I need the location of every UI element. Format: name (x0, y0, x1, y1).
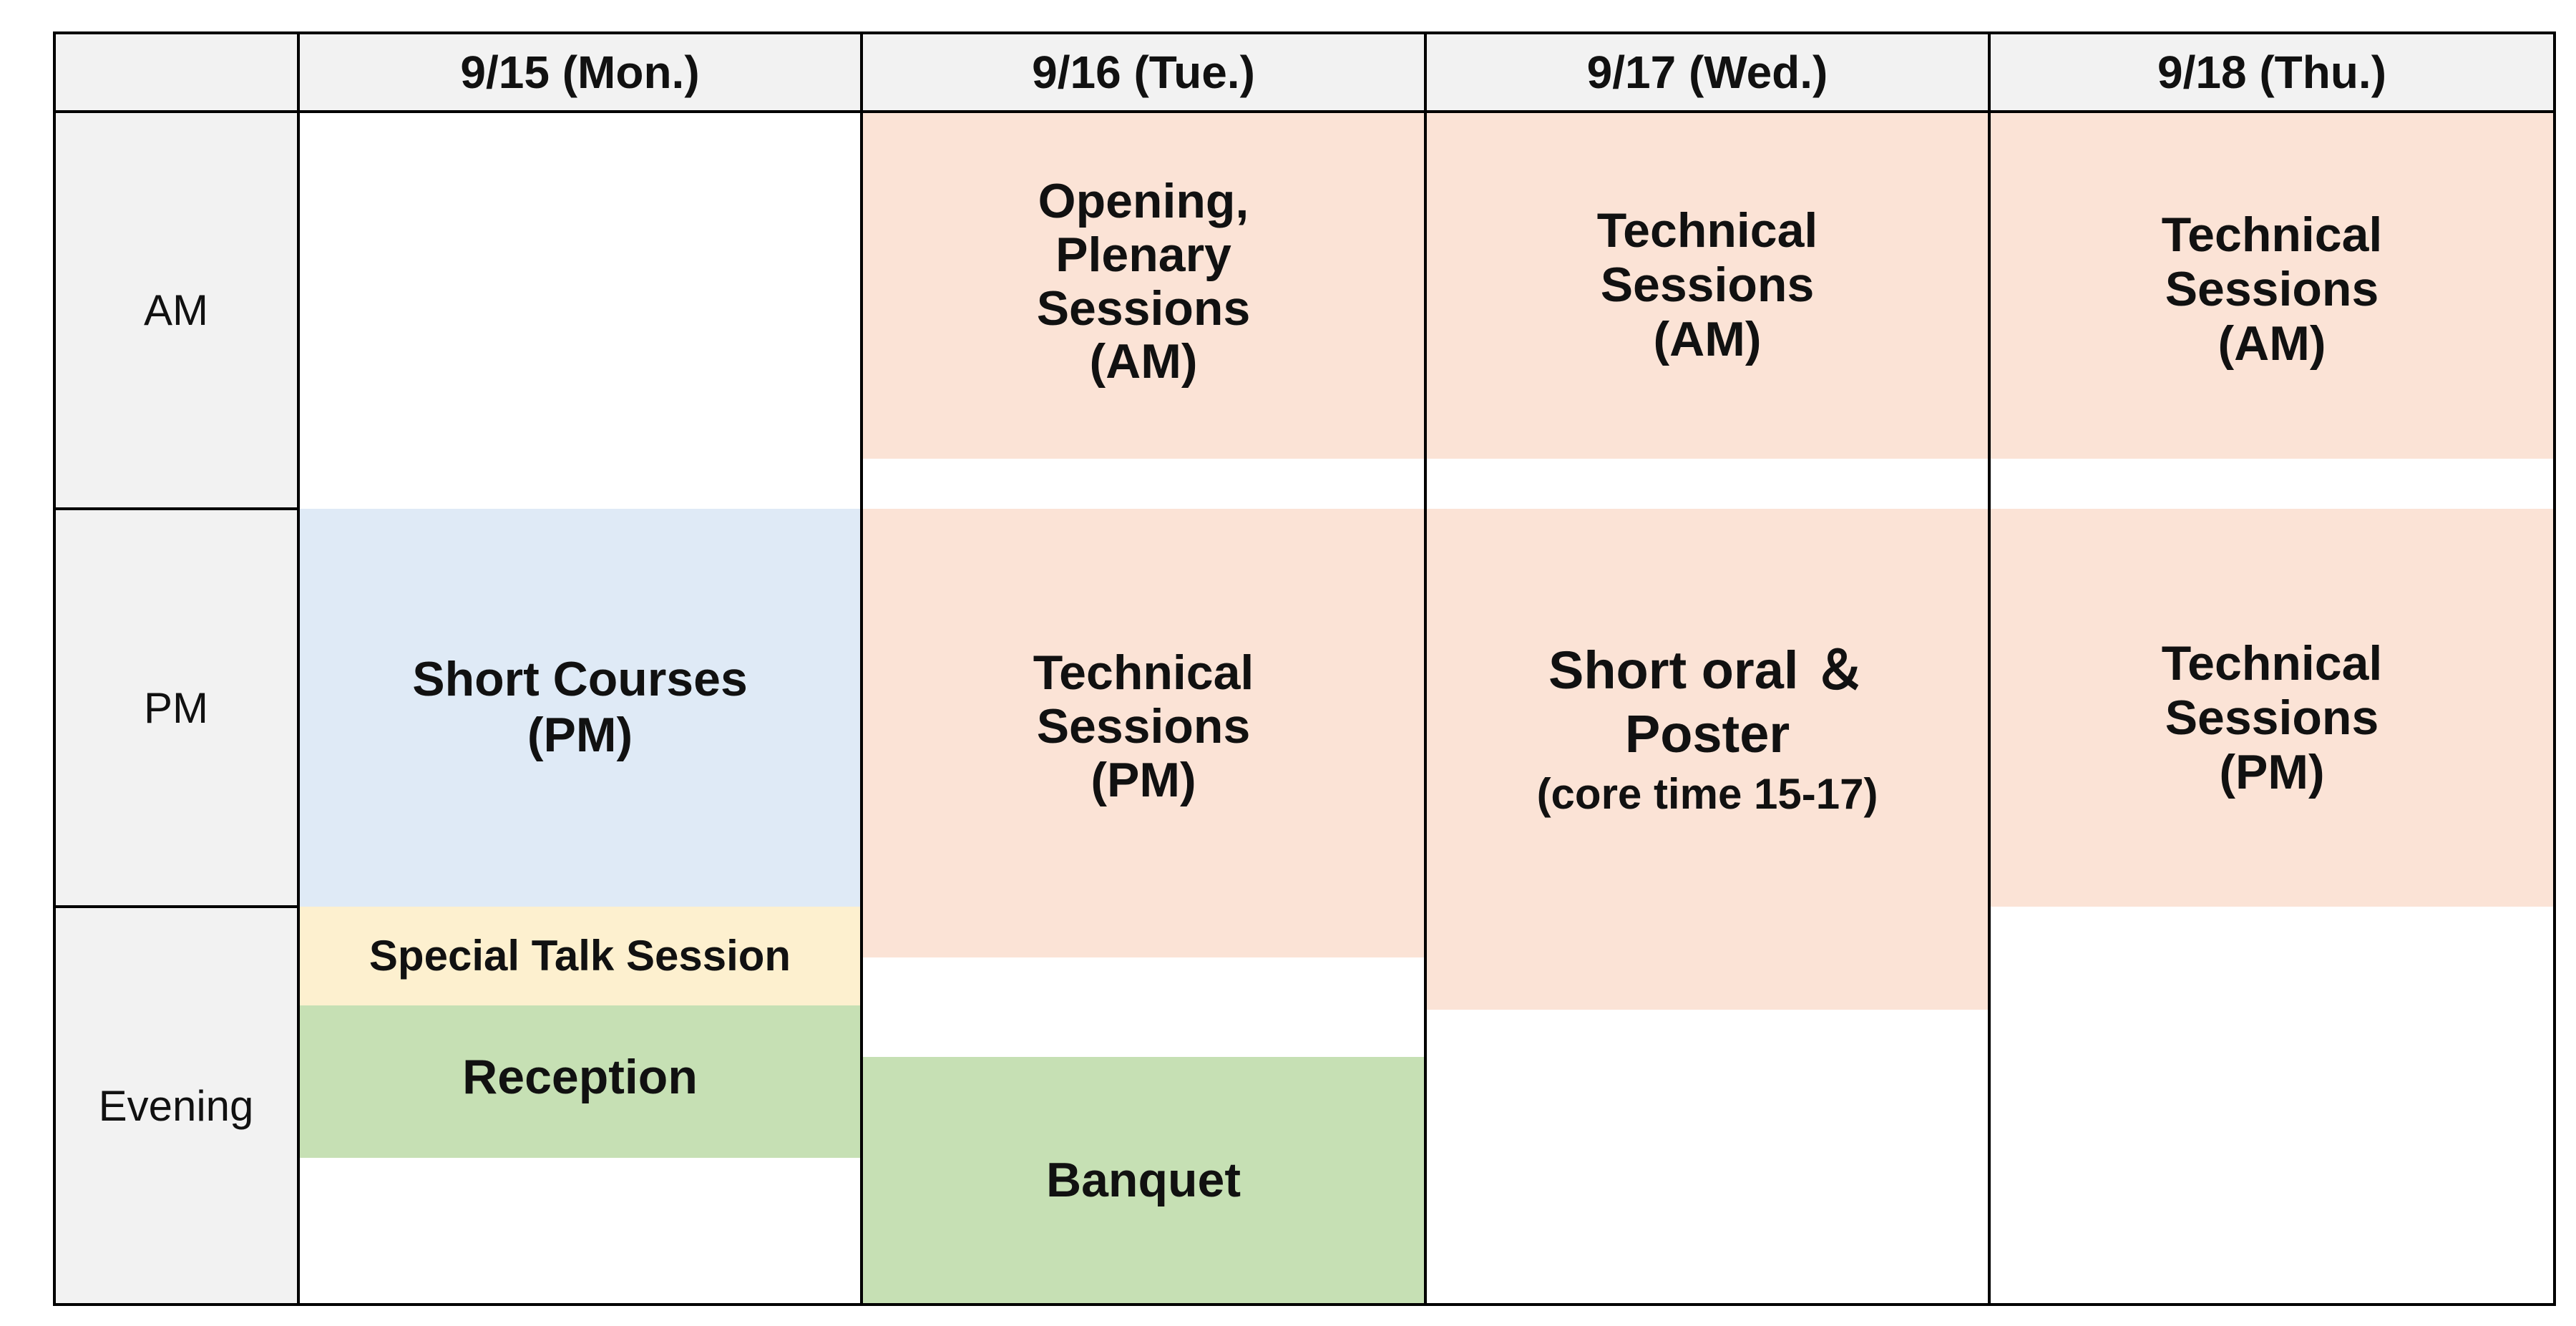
header-mon: 9/15 (Mon.) (298, 33, 862, 112)
event-tue-technical-line2: Sessions (1036, 698, 1251, 754)
event-short-courses-line1: Short Courses (412, 652, 748, 707)
event-tue-technical-line3: (PM) (1091, 752, 1196, 807)
border-rowlabel-am (53, 507, 299, 510)
corner-cell (54, 33, 298, 112)
event-thu-technical-pm-line1: Technical (2161, 636, 2383, 691)
event-thu-technical-am-line2: Sessions (2165, 262, 2379, 317)
row-label-am: AM (54, 112, 298, 509)
event-banquet: Banquet (862, 1057, 1425, 1305)
event-tue-technical-pm: Technical Sessions (PM) (862, 509, 1425, 957)
event-opening-line1: Opening, (1038, 174, 1249, 228)
event-short-courses-line2: (PM) (527, 708, 633, 762)
row-label-evening: Evening (54, 907, 298, 1305)
event-opening-plenary: Opening, Plenary Sessions (AM) (862, 112, 1425, 459)
event-reception: Reception (298, 1005, 862, 1158)
border-right (2553, 31, 2556, 1306)
divider-label (297, 31, 300, 1306)
event-thu-technical-am-line1: Technical (2161, 208, 2383, 262)
divider-tue-wed (1424, 31, 1427, 1306)
event-opening-line4: (AM) (1089, 334, 1198, 389)
event-opening-line3: Sessions (1036, 281, 1251, 336)
border-top (53, 31, 2556, 34)
event-thu-technical-am: Technical Sessions (AM) (1989, 112, 2555, 459)
event-short-oral-line1: Short oral ＆ (1548, 640, 1867, 700)
event-wed-technical-am: Technical Sessions (AM) (1425, 112, 1989, 459)
event-short-courses: Short Courses (PM) (298, 509, 862, 907)
divider-mon-tue (860, 31, 863, 1306)
event-short-oral-line2: Poster (1624, 703, 1790, 764)
border-header-bottom (53, 110, 2556, 113)
event-special-talk-label: Special Talk Session (369, 931, 791, 980)
event-special-talk: Special Talk Session (298, 907, 862, 1005)
event-thu-technical-pm: Technical Sessions (PM) (1989, 509, 2555, 907)
row-label-pm: PM (54, 509, 298, 907)
header-tue: 9/16 (Tue.) (862, 33, 1425, 112)
border-rowlabel-pm (53, 905, 299, 908)
event-tue-technical-line1: Technical (1033, 645, 1254, 700)
event-short-oral-poster: Short oral ＆ Poster (core time 15-17) (1425, 509, 1989, 1010)
event-thu-technical-pm-line3: (PM) (2219, 745, 2325, 800)
event-wed-technical-line1: Technical (1596, 203, 1818, 258)
event-banquet-label: Banquet (1046, 1153, 1241, 1208)
header-wed: 9/17 (Wed.) (1425, 33, 1989, 112)
event-thu-technical-am-line3: (AM) (2218, 316, 2326, 371)
divider-wed-thu (1988, 31, 1991, 1306)
event-opening-line2: Plenary (1055, 227, 1231, 282)
event-thu-technical-pm-line2: Sessions (2165, 691, 2379, 746)
event-reception-label: Reception (462, 1050, 698, 1104)
header-thu: 9/18 (Thu.) (1989, 33, 2555, 112)
event-wed-technical-line3: (AM) (1653, 312, 1762, 367)
event-core-time: (core time 15-17) (1536, 769, 1878, 818)
border-left (53, 31, 56, 1306)
border-bottom (53, 1303, 2556, 1306)
event-wed-technical-line2: Sessions (1600, 258, 1815, 313)
